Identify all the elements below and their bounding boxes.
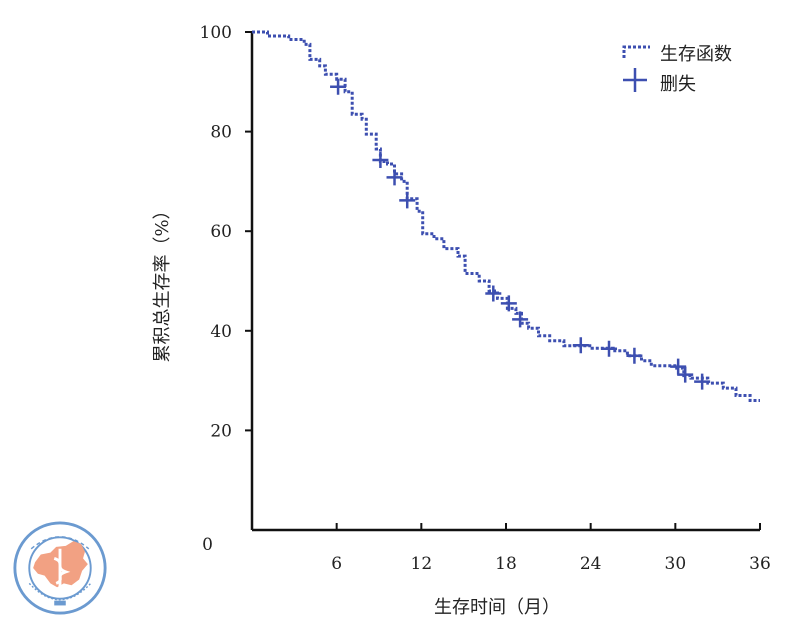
legend-item-survival: 生存函数 [622,44,732,65]
x-ticks: 6 12 18 24 30 36 [331,523,771,574]
censor-marker-4 [485,285,502,302]
survival-step-line-0 [252,30,760,402]
y-tick-label: 60 [210,222,232,242]
censor-marker-8 [601,340,618,357]
series-layer [252,30,760,402]
censor-marker-0 [330,78,347,95]
legend-label-survival: 生存函数 [660,44,732,65]
x-axis-title: 生存时间（月） [434,597,560,618]
staff-icon [53,548,71,593]
ring-text-top [30,536,90,550]
censor-marker-10 [670,358,687,375]
censor-marker-11 [677,366,694,383]
year-badge [54,600,66,606]
censor-marker-6 [512,311,529,328]
y-axis-title: 累积总生存率（%） [152,201,173,362]
censor-marker-9 [626,347,643,364]
legend: 生存函数 删失 [622,44,732,95]
y-ticks: 20 40 60 80 100 [200,23,252,441]
x-tick-label: 18 [495,554,517,574]
x-tick-label: 30 [665,554,687,574]
censor-marker-2 [386,169,403,186]
ring-text-bottom [28,582,92,601]
legend-item-censored: 删失 [623,68,696,95]
y-tick-label: 80 [210,123,232,143]
censor-layer [330,78,711,390]
y-tick-label: 40 [210,322,232,342]
x-tick-label: 36 [749,554,771,574]
x-tick-label: 24 [580,554,602,574]
axes [250,32,760,532]
censor-marker-1 [372,151,389,168]
x-tick-label: 6 [331,554,342,574]
censor-marker-3 [399,192,416,209]
y-tick-label: 100 [200,23,232,43]
legend-plus-swatch [623,68,647,92]
chinese-medical-association-logo [13,521,107,615]
legend-label-censored: 删失 [660,74,696,95]
y-tick-label: 20 [210,421,232,441]
y-origin-label: 0 [202,535,213,555]
legend-dashed-step-swatch [622,45,650,58]
x-tick-label: 12 [411,554,433,574]
censor-marker-12 [694,373,711,390]
censor-marker-7 [572,337,589,354]
censor-marker-5 [500,295,517,312]
